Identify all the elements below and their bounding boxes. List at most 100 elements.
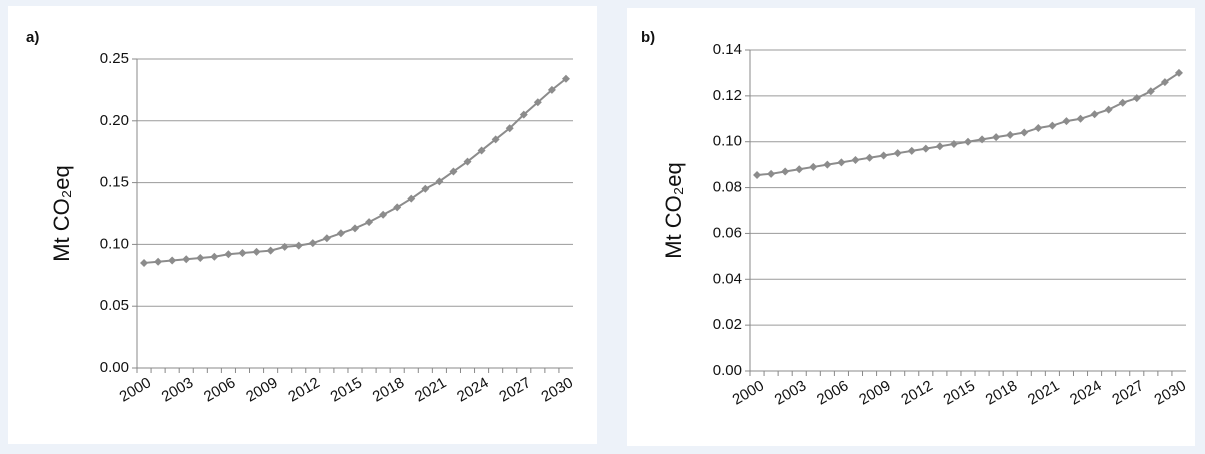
x-tick-label: 2012 [285, 374, 322, 405]
marker [280, 242, 289, 251]
marker [921, 144, 930, 153]
x-tick-label: 2009 [243, 374, 280, 405]
line [143, 77, 567, 264]
marker [224, 250, 233, 259]
marker [865, 153, 874, 162]
y-tick-label: 0.00 [713, 362, 742, 379]
x-tick-label: 2003 [772, 377, 809, 408]
x-tick-label: 2021 [1025, 377, 1062, 408]
marker [182, 255, 191, 264]
marker [477, 146, 486, 155]
marker [992, 133, 1001, 142]
x-tick-label: 2003 [159, 374, 196, 405]
marker [1118, 98, 1127, 107]
marker [949, 140, 958, 149]
y-axis-label: Mt CO₂eq [661, 162, 686, 259]
marker [140, 258, 149, 267]
marker [463, 157, 472, 166]
marker [978, 135, 987, 144]
marker [823, 160, 832, 169]
marker [1020, 128, 1029, 137]
marker [379, 210, 388, 219]
y-tick-label: 0.14 [713, 41, 742, 58]
panel-a: a) Mt CO₂eq 0.00 0.05 0.10 0.15 0.20 0.25 2000 20… [8, 6, 597, 444]
chart: b) Mt CO₂eq 0.00 0.02 0.04 0.06 0.08 0.10 0.12 0.… [641, 29, 1189, 409]
x-tick-label: 2009 [856, 377, 893, 408]
marker [1034, 123, 1043, 132]
marker [435, 177, 444, 186]
line [756, 72, 1180, 176]
x-tick-label: 2027 [1109, 377, 1146, 408]
marker [1090, 110, 1099, 119]
marker [767, 169, 776, 178]
marker [1174, 68, 1183, 77]
marker [407, 194, 416, 203]
marker [753, 170, 762, 179]
marker [238, 249, 247, 258]
marker [421, 184, 430, 193]
marker [266, 246, 275, 255]
x-tick-label: 2018 [983, 377, 1020, 408]
marker [1146, 87, 1155, 96]
x-tick-label: 2015 [328, 374, 365, 405]
marker [322, 234, 331, 243]
marker [365, 218, 374, 227]
marker [1006, 130, 1015, 139]
marker [294, 241, 303, 250]
x-tick-label: 2021 [412, 374, 449, 405]
y-tick-label: 0.10 [100, 235, 129, 252]
marker [1160, 78, 1169, 87]
x-tick-label: 2024 [1067, 377, 1104, 408]
marker [196, 253, 205, 262]
marker [1132, 94, 1141, 103]
marker [795, 165, 804, 174]
marker [154, 257, 163, 266]
y-tick-label: 0.08 [713, 179, 742, 196]
x-tick-label: 2030 [1152, 377, 1189, 408]
x-tick-label: 2024 [454, 374, 491, 405]
y-tick-label: 0.15 [100, 174, 129, 191]
y-tick-label: 0.05 [100, 297, 129, 314]
marker [964, 137, 972, 146]
y-axis-label: Mt CO₂eq [49, 165, 74, 262]
x-tick-label: 2027 [496, 374, 533, 405]
marker [449, 167, 458, 176]
y-tick-label: 0.12 [713, 87, 742, 104]
marker [505, 124, 514, 133]
marker [1104, 105, 1113, 114]
marker [907, 146, 916, 155]
x-tick-label: 2018 [370, 374, 407, 405]
marker [308, 239, 317, 248]
marker [935, 142, 944, 151]
y-tick-label: 0.06 [713, 224, 742, 241]
panel-label: b) [641, 29, 655, 46]
x-tick-label: 2012 [898, 377, 935, 408]
marker [837, 158, 846, 167]
marker [1076, 114, 1085, 123]
marker [547, 85, 556, 94]
marker [393, 203, 402, 212]
marker [809, 162, 818, 171]
x-tick-label: 2015 [941, 377, 978, 408]
x-tick-label: 2030 [539, 374, 576, 405]
marker [351, 224, 359, 233]
marker [851, 156, 860, 165]
x-tick-label: 2006 [814, 377, 851, 408]
marker [561, 74, 570, 83]
y-tick-label: 0.02 [713, 316, 742, 333]
marker [336, 229, 345, 238]
y-tick-label: 0.25 [100, 50, 129, 67]
marker [893, 149, 902, 158]
marker [533, 98, 542, 107]
x-tick-label: 2000 [730, 377, 767, 408]
x-tick-label: 2000 [117, 374, 154, 405]
marker [252, 247, 261, 256]
marker [210, 252, 219, 261]
marker [491, 135, 500, 144]
marker [781, 167, 790, 176]
marker [1048, 121, 1057, 130]
y-tick-label: 0.10 [713, 133, 742, 150]
marker [879, 151, 888, 160]
